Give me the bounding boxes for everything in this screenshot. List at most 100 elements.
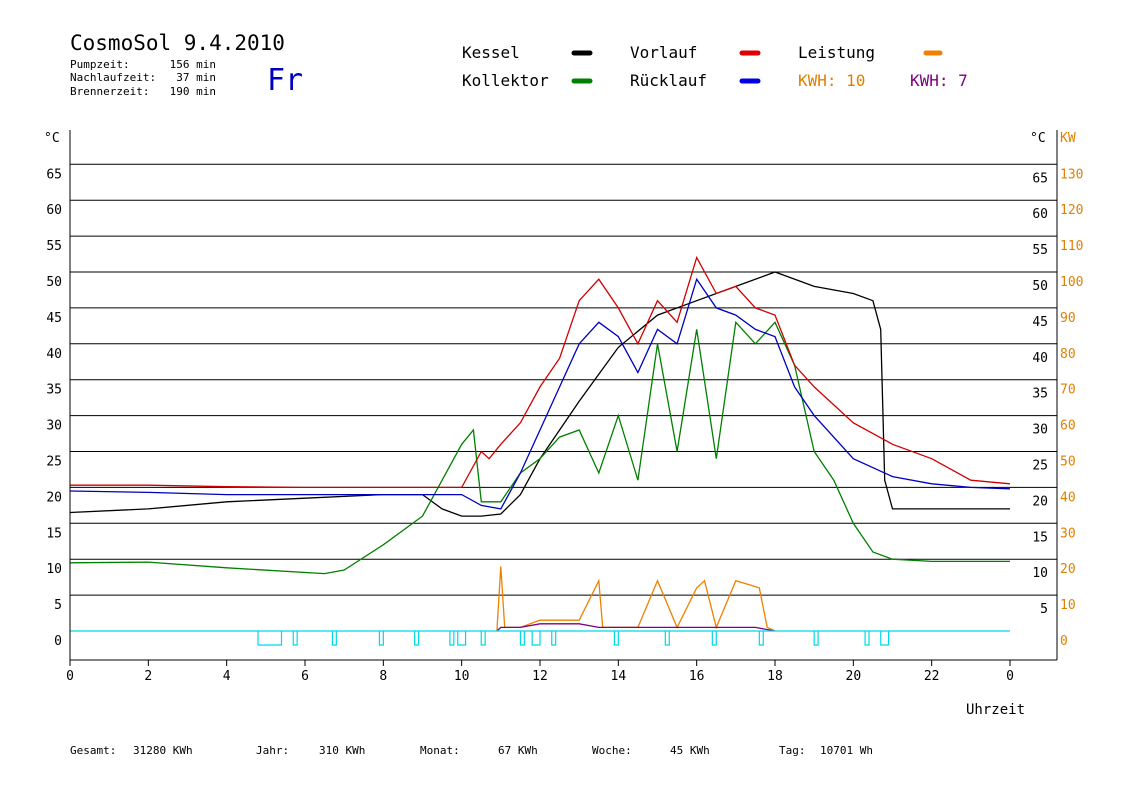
footer-value: 310 KWh bbox=[319, 744, 365, 757]
x-tick: 12 bbox=[532, 669, 548, 684]
y-left-tick: 50 bbox=[46, 275, 62, 290]
y-left-tick: 15 bbox=[46, 526, 62, 541]
y-right-tick-c: 30 bbox=[1032, 423, 1048, 438]
x-tick: 16 bbox=[689, 669, 705, 684]
series-leistung bbox=[496, 566, 776, 632]
stats: Pumpzeit: 156 min Nachlaufzeit: 37 min B… bbox=[70, 58, 216, 98]
legend-label-vorlauf: Vorlauf bbox=[630, 43, 697, 62]
pump-pulse bbox=[551, 631, 557, 646]
legend-kwh-1: KWH: 10 bbox=[798, 71, 865, 90]
series-vorlauf bbox=[70, 255, 1011, 489]
y-left-tick: 60 bbox=[46, 203, 62, 218]
pump-pulse bbox=[880, 631, 890, 646]
y-right-unit-kw: KW bbox=[1060, 131, 1076, 146]
pump-pulse bbox=[292, 631, 298, 646]
y-right-tick-c: 45 bbox=[1032, 315, 1048, 330]
y-right-tick-c: 5 bbox=[1040, 602, 1048, 617]
y-right-tick-kw: 10 bbox=[1060, 598, 1076, 613]
y-right-tick-kw: 90 bbox=[1060, 311, 1076, 326]
y-left-tick: 0 bbox=[54, 634, 62, 649]
footer-value: 45 KWh bbox=[670, 744, 710, 757]
y-right-tick-kw: 120 bbox=[1060, 203, 1083, 218]
footer-value: 10701 Wh bbox=[820, 744, 873, 757]
pump-pulse bbox=[758, 631, 764, 646]
pump-pulse bbox=[711, 631, 717, 646]
pump-pulse bbox=[378, 631, 384, 646]
stat-label: Nachlaufzeit: bbox=[70, 71, 156, 84]
y-left-tick: 30 bbox=[46, 419, 62, 434]
grid bbox=[70, 163, 1057, 596]
y-right-tick-kw: 80 bbox=[1060, 347, 1076, 362]
y-right-tick-kw: 30 bbox=[1060, 526, 1076, 541]
pump-pulse bbox=[480, 631, 486, 646]
pump-pulse bbox=[531, 631, 541, 646]
pump-pulse bbox=[664, 631, 670, 646]
series bbox=[69, 255, 1011, 632]
stat-value: 156 min bbox=[170, 58, 216, 71]
y-right-tick-kw: 40 bbox=[1060, 490, 1076, 505]
y-right-tick-kw: 110 bbox=[1060, 239, 1083, 254]
y-right-tick-c: 60 bbox=[1032, 207, 1048, 222]
y-right-tick-c: 15 bbox=[1032, 530, 1048, 545]
pump-pulse bbox=[813, 631, 819, 646]
footer-label: Monat: bbox=[420, 744, 460, 757]
y-right-unit-c: °C bbox=[1030, 131, 1046, 146]
stat-label: Pumpzeit: bbox=[70, 58, 130, 71]
x-tick: 8 bbox=[379, 669, 387, 684]
y-left-unit: °C bbox=[44, 131, 60, 146]
stat-value: 190 min bbox=[170, 85, 216, 98]
y-right-tick-kw: 50 bbox=[1060, 455, 1076, 470]
y-right-tick-kw: 0 bbox=[1060, 634, 1068, 649]
x-tick: 10 bbox=[454, 669, 470, 684]
y-right-tick-c: 35 bbox=[1032, 387, 1048, 402]
y-left-tick: 5 bbox=[54, 598, 62, 613]
pump-pulse bbox=[519, 631, 525, 646]
series-kessel bbox=[69, 271, 1010, 517]
y-left-tick: 35 bbox=[46, 383, 62, 398]
footer-label: Jahr: bbox=[256, 744, 289, 757]
legend-label-leistung: Leistung bbox=[798, 43, 875, 62]
y-right-tick-kw: 20 bbox=[1060, 562, 1076, 577]
y-right-tick-c: 25 bbox=[1032, 459, 1048, 474]
ticks: 6560555045403530252015105065605550454035… bbox=[46, 167, 1083, 684]
day-label: Fr bbox=[267, 63, 303, 98]
series-kollektor bbox=[69, 320, 1010, 575]
legend-label-kollektor: Kollektor bbox=[462, 71, 549, 90]
footer-label: Tag: bbox=[779, 744, 806, 757]
x-axis-label: Uhrzeit bbox=[966, 702, 1025, 718]
pump-pulse bbox=[457, 631, 467, 646]
y-left-tick: 10 bbox=[46, 562, 62, 577]
pump-pulse bbox=[449, 631, 455, 646]
y-left-tick: 55 bbox=[46, 239, 62, 254]
x-tick: 22 bbox=[924, 669, 940, 684]
pump-pulse bbox=[414, 631, 420, 646]
x-tick: 18 bbox=[767, 669, 783, 684]
y-right-tick-c: 10 bbox=[1032, 566, 1048, 581]
x-tick: 4 bbox=[223, 669, 231, 684]
y-left-tick: 45 bbox=[46, 311, 62, 326]
footer-label: Gesamt: bbox=[70, 744, 116, 757]
x-tick: 2 bbox=[144, 669, 152, 684]
y-right-tick-c: 50 bbox=[1032, 279, 1048, 294]
y-left-tick: 65 bbox=[46, 167, 62, 182]
stat-label: Brennerzeit: bbox=[70, 85, 149, 98]
y-right-tick-c: 40 bbox=[1032, 351, 1048, 366]
series-kwh bbox=[496, 623, 776, 632]
footer-label: Woche: bbox=[592, 744, 632, 757]
pump-pulse bbox=[613, 631, 619, 646]
footer-value: 67 KWh bbox=[498, 744, 538, 757]
x-tick: 6 bbox=[301, 669, 309, 684]
legend-label-kessel: Kessel bbox=[462, 43, 520, 62]
x-tick: 0 bbox=[1006, 669, 1014, 684]
y-right-tick-c: 20 bbox=[1032, 494, 1048, 509]
y-left-tick: 20 bbox=[46, 490, 62, 505]
y-right-tick-kw: 60 bbox=[1060, 419, 1076, 434]
series-ruecklauf bbox=[69, 277, 1011, 510]
y-left-tick: 25 bbox=[46, 455, 62, 470]
y-right-tick-kw: 70 bbox=[1060, 383, 1076, 398]
x-tick: 0 bbox=[66, 669, 74, 684]
y-left-tick: 40 bbox=[46, 347, 62, 362]
footer-value: 31280 KWh bbox=[133, 744, 193, 757]
legend: Kessel Vorlauf Leistung Kollektor Rückla… bbox=[462, 43, 968, 90]
